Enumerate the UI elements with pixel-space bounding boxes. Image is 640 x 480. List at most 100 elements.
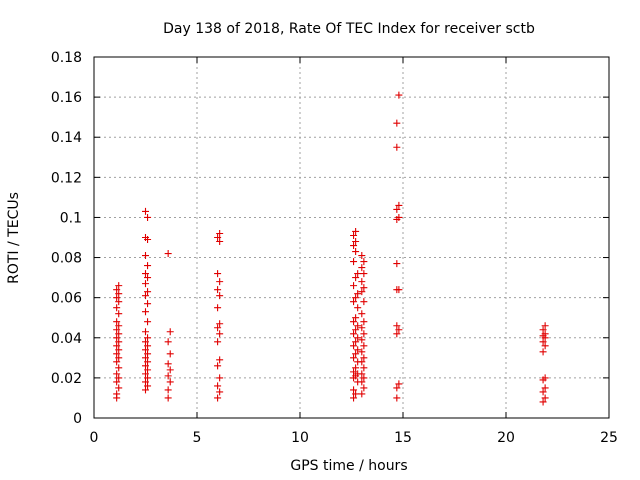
plot-frame bbox=[93, 56, 610, 419]
data-point bbox=[541, 330, 549, 338]
data-point bbox=[393, 205, 401, 213]
chart-title: Day 138 of 2018, Rate Of TEC Index for r… bbox=[163, 21, 535, 37]
data-point bbox=[164, 394, 172, 402]
data-point bbox=[360, 342, 368, 350]
data-point bbox=[113, 342, 121, 350]
y-tick-label: 0.02 bbox=[51, 371, 82, 387]
data-point bbox=[354, 270, 362, 278]
data-point bbox=[115, 364, 123, 372]
y-tick-label: 0.12 bbox=[51, 170, 82, 186]
data-point bbox=[214, 286, 222, 294]
data-point bbox=[214, 362, 222, 370]
data-point bbox=[539, 338, 547, 346]
data-point bbox=[216, 292, 224, 300]
data-point bbox=[164, 360, 172, 368]
data-point bbox=[350, 282, 358, 290]
data-point bbox=[350, 318, 358, 326]
x-tick-label: 15 bbox=[394, 430, 412, 446]
data-point bbox=[164, 338, 172, 346]
data-point bbox=[539, 398, 547, 406]
data-point bbox=[113, 318, 121, 326]
data-point bbox=[350, 342, 358, 350]
data-point bbox=[113, 370, 121, 378]
data-point bbox=[395, 91, 403, 99]
data-point bbox=[352, 338, 360, 346]
data-point bbox=[393, 330, 401, 338]
data-point bbox=[354, 304, 362, 312]
data-point bbox=[115, 290, 123, 298]
data-point bbox=[395, 201, 403, 209]
y-tick-label: 0.08 bbox=[51, 251, 82, 267]
data-point bbox=[142, 378, 149, 386]
data-point bbox=[393, 384, 401, 392]
data-point bbox=[115, 310, 123, 318]
data-point bbox=[142, 270, 149, 278]
data-point bbox=[216, 388, 224, 396]
data-point bbox=[393, 260, 401, 268]
data-point bbox=[142, 308, 149, 316]
data-point bbox=[352, 274, 360, 282]
data-point bbox=[352, 294, 360, 302]
data-point bbox=[142, 354, 149, 362]
data-point bbox=[360, 258, 368, 266]
data-point bbox=[360, 384, 368, 392]
data-point bbox=[358, 370, 366, 378]
data-point bbox=[393, 119, 401, 127]
data-point bbox=[113, 286, 121, 294]
x-tick-label: 25 bbox=[600, 430, 618, 446]
data-point bbox=[358, 288, 366, 296]
data-point bbox=[360, 298, 368, 306]
data-point bbox=[214, 394, 222, 402]
y-tick-label: 0 bbox=[73, 411, 82, 427]
data-point bbox=[144, 366, 152, 374]
data-point bbox=[350, 394, 358, 402]
data-point bbox=[142, 234, 149, 241]
data-point bbox=[144, 358, 152, 366]
data-point bbox=[358, 264, 366, 272]
data-point bbox=[144, 318, 152, 326]
data-point bbox=[216, 278, 224, 286]
data-point bbox=[539, 348, 547, 356]
data-point bbox=[393, 143, 401, 151]
data-point bbox=[144, 350, 152, 358]
data-point bbox=[358, 324, 366, 332]
data-point bbox=[352, 350, 360, 358]
data-point bbox=[115, 354, 123, 362]
data-point bbox=[142, 338, 149, 346]
y-tick-label: 0.1 bbox=[60, 210, 82, 226]
data-point bbox=[358, 348, 366, 356]
data-point bbox=[115, 346, 123, 354]
data-point bbox=[352, 364, 360, 372]
data-point bbox=[352, 390, 360, 398]
data-point bbox=[539, 388, 547, 396]
data-point bbox=[393, 394, 401, 402]
data-point bbox=[115, 282, 123, 290]
data-point bbox=[115, 322, 123, 330]
x-tick-label: 10 bbox=[291, 430, 309, 446]
data-point bbox=[358, 252, 366, 260]
data-point bbox=[216, 356, 224, 364]
data-point bbox=[358, 310, 366, 318]
data-point bbox=[541, 342, 549, 350]
data-point bbox=[541, 374, 549, 382]
data-point bbox=[115, 384, 123, 392]
data-point bbox=[144, 262, 152, 270]
data-point bbox=[541, 394, 549, 402]
data-point bbox=[142, 292, 149, 300]
data-point bbox=[142, 346, 149, 354]
data-point bbox=[354, 334, 362, 342]
data-point bbox=[113, 334, 121, 342]
data-point bbox=[352, 238, 360, 246]
data-point bbox=[350, 258, 358, 266]
data-point bbox=[358, 390, 366, 398]
data-point bbox=[360, 330, 368, 338]
data-point bbox=[395, 380, 403, 388]
data-point bbox=[166, 350, 174, 358]
data-point bbox=[216, 320, 224, 328]
x-tick-label: 0 bbox=[90, 430, 99, 446]
data-point bbox=[214, 304, 222, 312]
data-point bbox=[350, 231, 358, 239]
y-tick-label: 0.06 bbox=[51, 291, 82, 307]
data-point bbox=[360, 318, 368, 326]
data-point bbox=[142, 207, 149, 215]
